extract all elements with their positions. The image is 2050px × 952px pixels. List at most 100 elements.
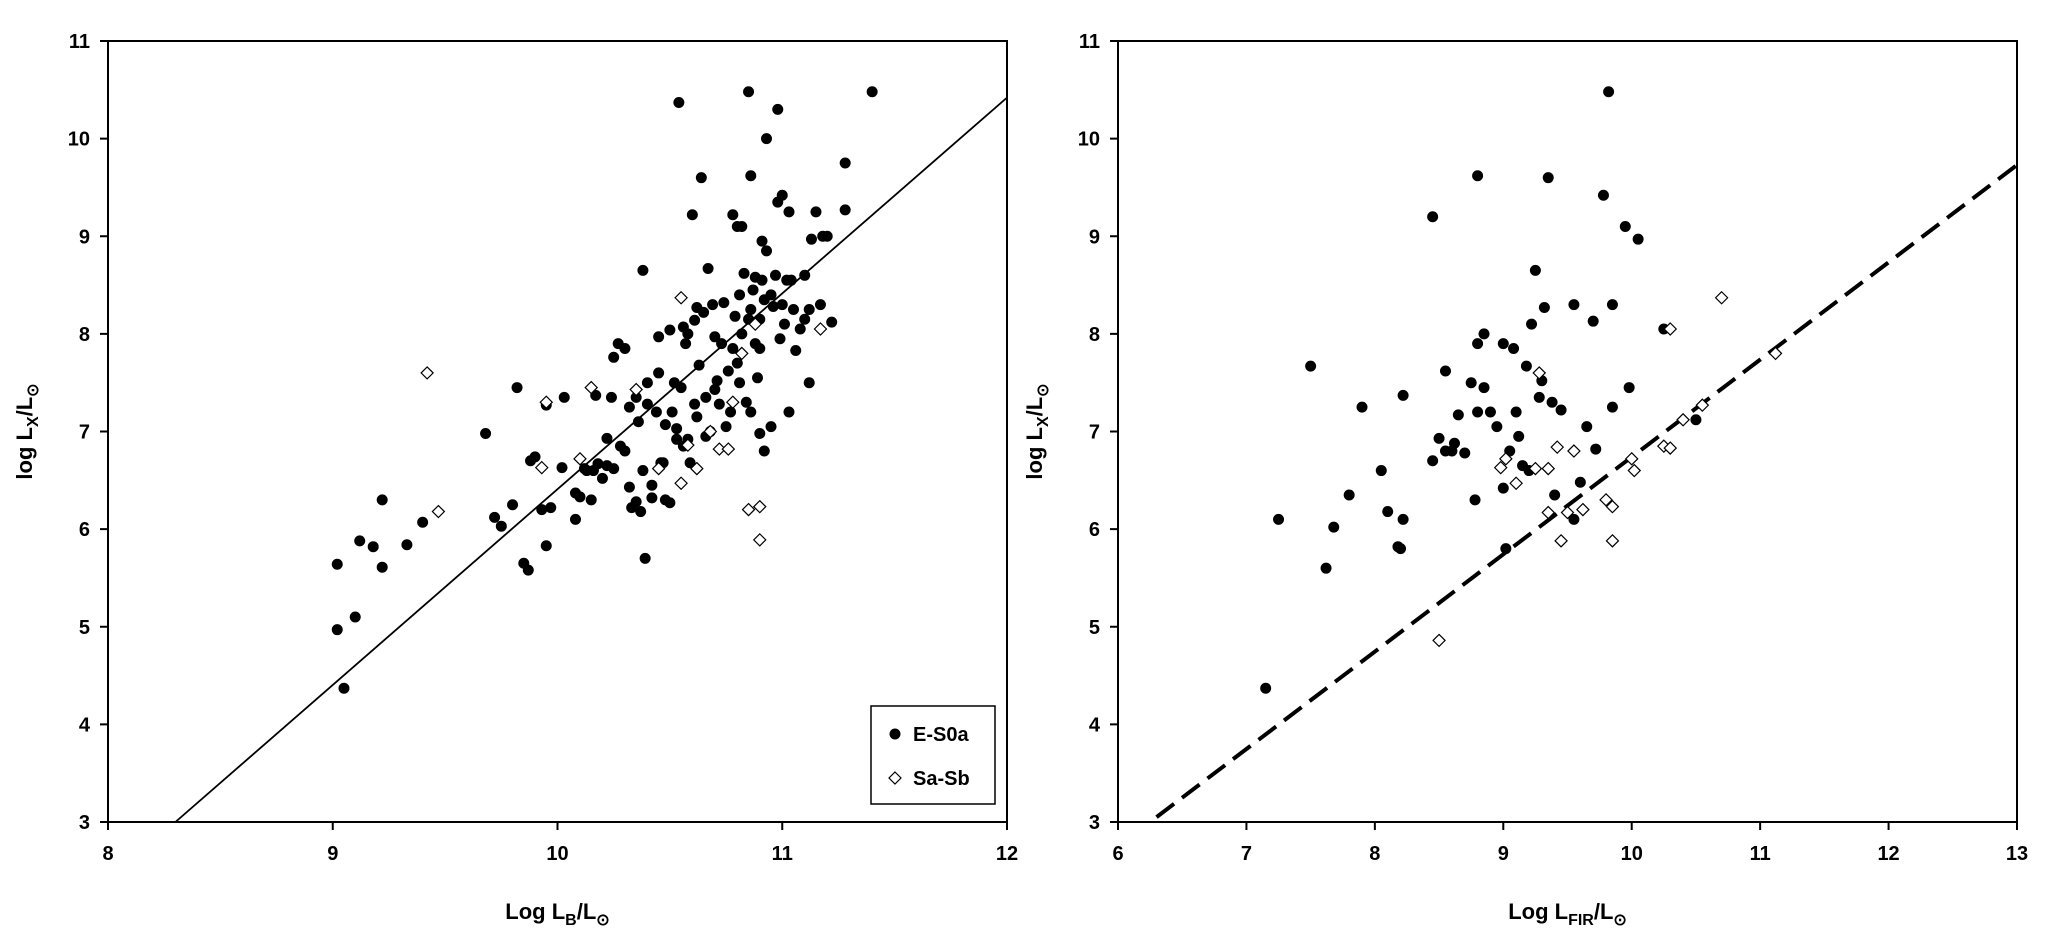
data-point-sa-sb: [1663, 441, 1678, 455]
data-point-e-s0a: [740, 396, 752, 408]
data-point-e-s0a: [1343, 489, 1355, 501]
y-tick-label: 9: [79, 226, 90, 248]
data-point-e-s0a: [794, 323, 806, 335]
data-point-sa-sb: [1550, 440, 1565, 454]
data-point-e-s0a: [623, 401, 635, 413]
data-point-sa-sb: [725, 395, 740, 410]
data-point-e-s0a: [1497, 338, 1509, 350]
x-tick-label: 11: [772, 843, 793, 865]
data-point-e-s0a: [666, 406, 678, 418]
data-point-e-s0a: [646, 479, 658, 491]
data-point-e-s0a: [585, 494, 597, 506]
data-point-e-s0a: [590, 389, 602, 401]
data-point-e-s0a: [489, 511, 501, 523]
x-tick-label: 12: [1877, 843, 1899, 865]
x-tick-label: 8: [102, 843, 113, 865]
data-point-e-s0a: [1632, 233, 1644, 245]
data-point-e-s0a: [673, 97, 685, 109]
data-point-e-s0a: [783, 206, 795, 218]
data-point-e-s0a: [1469, 494, 1481, 506]
data-point-e-s0a: [653, 367, 665, 379]
data-point-sa-sb: [741, 502, 756, 517]
x-tick-label: 9: [327, 843, 338, 865]
xlabel-label-main: Log L: [505, 899, 565, 924]
xlabel-axis-label: Log LFIR/L⊙: [1508, 899, 1627, 929]
series-e-s0a: [331, 86, 878, 694]
data-point-e-s0a: [1606, 401, 1618, 413]
data-point-sa-sb: [712, 442, 727, 456]
data-point-e-s0a: [1529, 264, 1541, 276]
data-point-sa-sb: [888, 771, 902, 785]
data-point-e-s0a: [529, 451, 541, 463]
data-point-e-s0a: [866, 86, 878, 98]
ylabel-label-tail: /L: [12, 397, 37, 417]
data-point-e-s0a: [745, 170, 757, 182]
y-tick-label: 11: [1079, 31, 1100, 53]
data-point-e-s0a: [1533, 391, 1545, 403]
data-point-e-s0a: [331, 558, 343, 570]
data-point-e-s0a: [1459, 447, 1471, 459]
data-point-e-s0a: [707, 299, 719, 311]
xlabel-label-sun: ⊙: [1613, 912, 1626, 929]
y-tick-label: 7: [1089, 422, 1100, 444]
xlabel-label-sub: FIR: [1568, 912, 1594, 929]
data-point-e-s0a: [1439, 365, 1451, 377]
data-point-sa-sb: [1528, 461, 1543, 476]
xlabel-label-main: Log L: [1508, 899, 1568, 924]
data-point-e-s0a: [803, 377, 815, 389]
data-point-e-s0a: [1465, 377, 1477, 389]
data-point-sa-sb: [681, 438, 695, 453]
data-point-e-s0a: [743, 86, 755, 98]
data-point-sa-sb: [1541, 461, 1556, 476]
data-point-e-s0a: [536, 504, 548, 516]
data-point-e-s0a: [727, 343, 739, 355]
data-point-e-s0a: [767, 301, 779, 313]
data-point-sa-sb: [584, 380, 599, 395]
data-point-e-s0a: [1478, 382, 1490, 394]
data-point-e-s0a: [338, 682, 350, 694]
xlabel-label-tail: /L: [577, 899, 597, 924]
data-point-e-s0a: [821, 230, 833, 242]
x-tick-label: 9: [1498, 843, 1509, 865]
xlabel-axis-label: Log LB/L⊙: [505, 899, 609, 929]
data-point-e-s0a: [720, 421, 732, 433]
data-point-e-s0a: [545, 502, 557, 514]
data-point-e-s0a: [641, 398, 653, 410]
data-point-e-s0a: [1397, 513, 1409, 525]
data-point-e-s0a: [682, 328, 694, 340]
data-point-e-s0a: [1375, 465, 1387, 477]
data-point-e-s0a: [367, 541, 379, 553]
data-point-e-s0a: [776, 189, 788, 201]
data-point-sa-sb: [1541, 505, 1556, 520]
data-point-e-s0a: [783, 406, 795, 418]
data-point-e-s0a: [729, 310, 741, 322]
data-point-sa-sb: [1768, 346, 1783, 361]
y-tick-label: 7: [79, 422, 90, 444]
x-tick-label: 13: [2006, 843, 2028, 865]
data-point-sa-sb: [813, 322, 828, 336]
data-point-e-s0a: [889, 728, 901, 740]
data-point-e-s0a: [776, 299, 788, 311]
data-point-e-s0a: [619, 445, 631, 457]
data-point-e-s0a: [1478, 328, 1490, 340]
data-point-sa-sb: [431, 504, 446, 519]
data-point-e-s0a: [734, 289, 746, 301]
data-point-e-s0a: [718, 297, 730, 309]
x-tick-label: 7: [1241, 843, 1252, 865]
legend-label: E-S0a: [913, 724, 969, 746]
y-tick-label: 8: [1089, 324, 1100, 346]
data-point-e-s0a: [540, 540, 552, 552]
data-point-e-s0a: [684, 457, 696, 469]
data-point-sa-sb: [539, 395, 554, 410]
data-point-e-s0a: [736, 220, 748, 232]
data-point-e-s0a: [1382, 506, 1394, 518]
y-tick-label: 11: [69, 31, 90, 53]
data-point-e-s0a: [1587, 315, 1599, 327]
data-point-e-s0a: [569, 513, 581, 525]
series-e-s0a: [1260, 86, 1702, 694]
data-point-e-s0a: [1427, 211, 1439, 223]
legend: E-S0a Sa-Sb: [870, 705, 996, 805]
data-point-sa-sb: [1663, 322, 1678, 336]
data-point-e-s0a: [659, 419, 671, 431]
data-point-sa-sb: [1576, 502, 1590, 517]
